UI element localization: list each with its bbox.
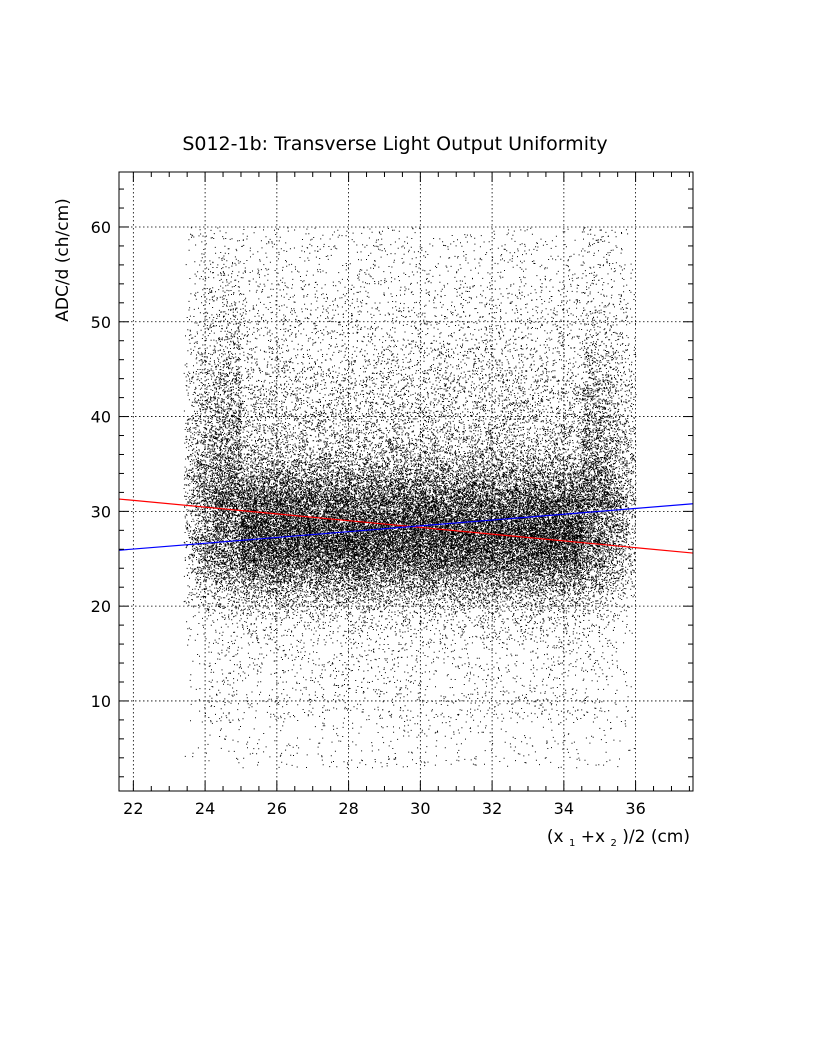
scatter-point-cloud xyxy=(183,227,637,769)
x-axis-label-sub1: 1 xyxy=(569,838,575,849)
fit-lines xyxy=(118,498,694,554)
x-tick-label: 36 xyxy=(625,799,645,818)
x-tick-label: 26 xyxy=(267,799,287,818)
x-tick-label: 30 xyxy=(410,799,430,818)
x-tick-label: 24 xyxy=(195,799,215,818)
y-tick-label: 20 xyxy=(91,597,111,616)
y-tick-label: 30 xyxy=(91,502,111,521)
x-tick-label: 22 xyxy=(123,799,143,818)
y-tick-label: 60 xyxy=(91,218,111,237)
y-tick-label: 40 xyxy=(91,408,111,427)
x-axis-label-sub2: 2 xyxy=(610,838,616,849)
x-axis-label-open: (x xyxy=(547,827,564,847)
chart-title: S012-1b: Transverse Light Output Uniform… xyxy=(182,133,607,155)
x-axis-label: (x 1 +x 2 )/2 (cm) xyxy=(547,827,690,851)
axis-ticks xyxy=(119,172,693,791)
x-tick-label: 32 xyxy=(482,799,502,818)
y-tick-label: 50 xyxy=(91,313,111,332)
x-axis-label-close: )/2 (cm) xyxy=(622,827,690,847)
x-axis-label-plus: +x xyxy=(581,827,605,847)
x-tick-label: 34 xyxy=(554,799,574,818)
scatter-points xyxy=(183,227,637,769)
y-tick-label: 10 xyxy=(91,692,111,711)
x-tick-label: 28 xyxy=(338,799,358,818)
fit-line-0 xyxy=(118,498,694,554)
y-axis-label: ADC/d (ch/cm) xyxy=(53,198,73,322)
tick-labels: 22 24 26 28 30 32 34 36 10 20 30 40 50 60 xyxy=(91,218,646,818)
fit-line-1 xyxy=(118,503,694,551)
plot-frame xyxy=(118,171,694,792)
